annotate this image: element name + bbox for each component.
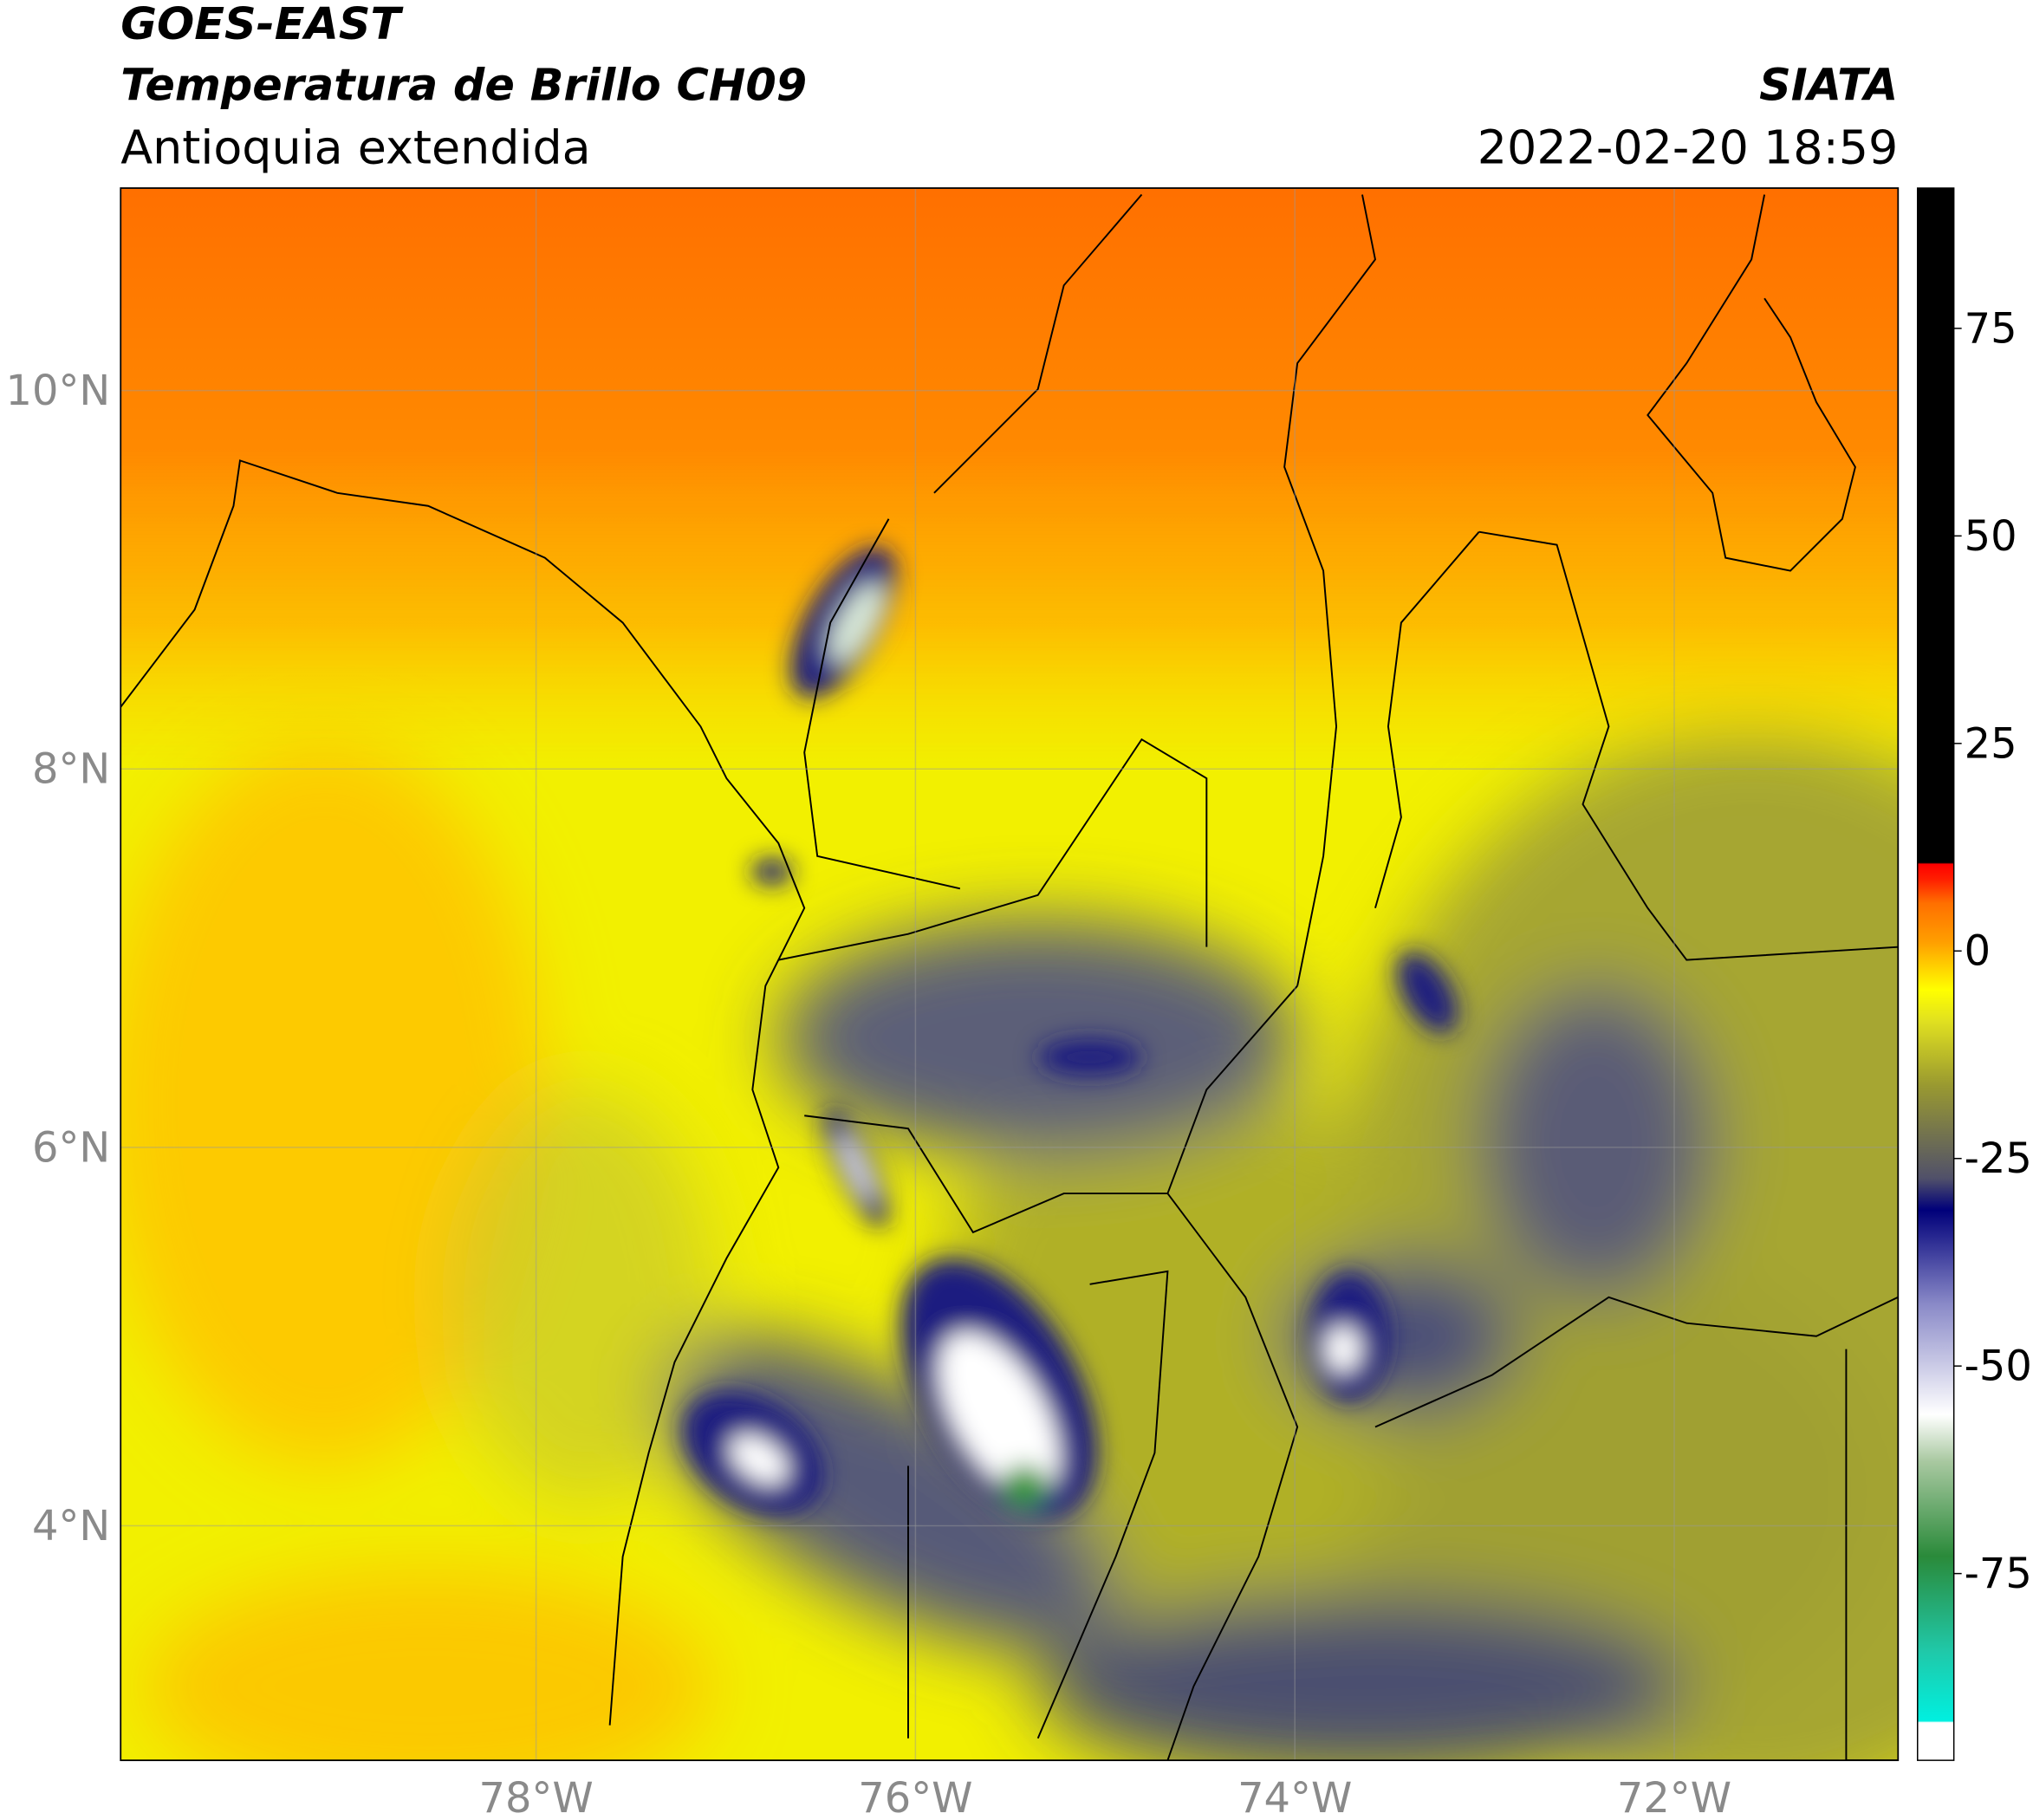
lat-label: 4°N (32, 1503, 110, 1550)
map-frame (120, 187, 1900, 1762)
colorbar-label: 75 (1965, 305, 2017, 353)
cloud-field (120, 726, 1899, 1761)
datetime: 2022-02-20 18:59 (1478, 120, 1899, 175)
grid (120, 188, 1899, 1761)
lat-label: 6°N (32, 1124, 110, 1172)
lat-label: 8°N (32, 746, 110, 794)
warm-band (120, 188, 1899, 772)
lat-label: 10°N (6, 367, 111, 415)
colorbar-label: -25 (1965, 1135, 2032, 1183)
title: GOES-EAST (120, 0, 404, 50)
colorbar (1917, 187, 1955, 1761)
satellite-image (120, 188, 1899, 1761)
axis-ticks: 4°N 6°N 8°N 10°N 78°W 76°W 74°W 72°W (6, 367, 1732, 1820)
borders (120, 193, 1899, 1761)
subtitle: Temperatura de Brillo CH09 (120, 60, 807, 111)
colorbar-label: -50 (1965, 1343, 2032, 1391)
colorbar-label: 50 (1965, 513, 2017, 561)
colorbar-label: 25 (1965, 720, 2017, 768)
lon-label: 78°W (478, 1775, 593, 1820)
convective-cores (682, 547, 1458, 1518)
colorbar-label: 0 (1965, 928, 1991, 976)
region: Antioquia extendida (120, 120, 590, 175)
lon-label: 74°W (1237, 1775, 1352, 1820)
colorbar-label: -75 (1965, 1550, 2032, 1598)
colorbar-ticks: -75 -50 -25 0 25 50 75 (1953, 305, 2032, 1598)
source: SIATA (1759, 60, 1898, 111)
lon-label: 76°W (858, 1775, 972, 1820)
lon-label: 72°W (1617, 1775, 1731, 1820)
